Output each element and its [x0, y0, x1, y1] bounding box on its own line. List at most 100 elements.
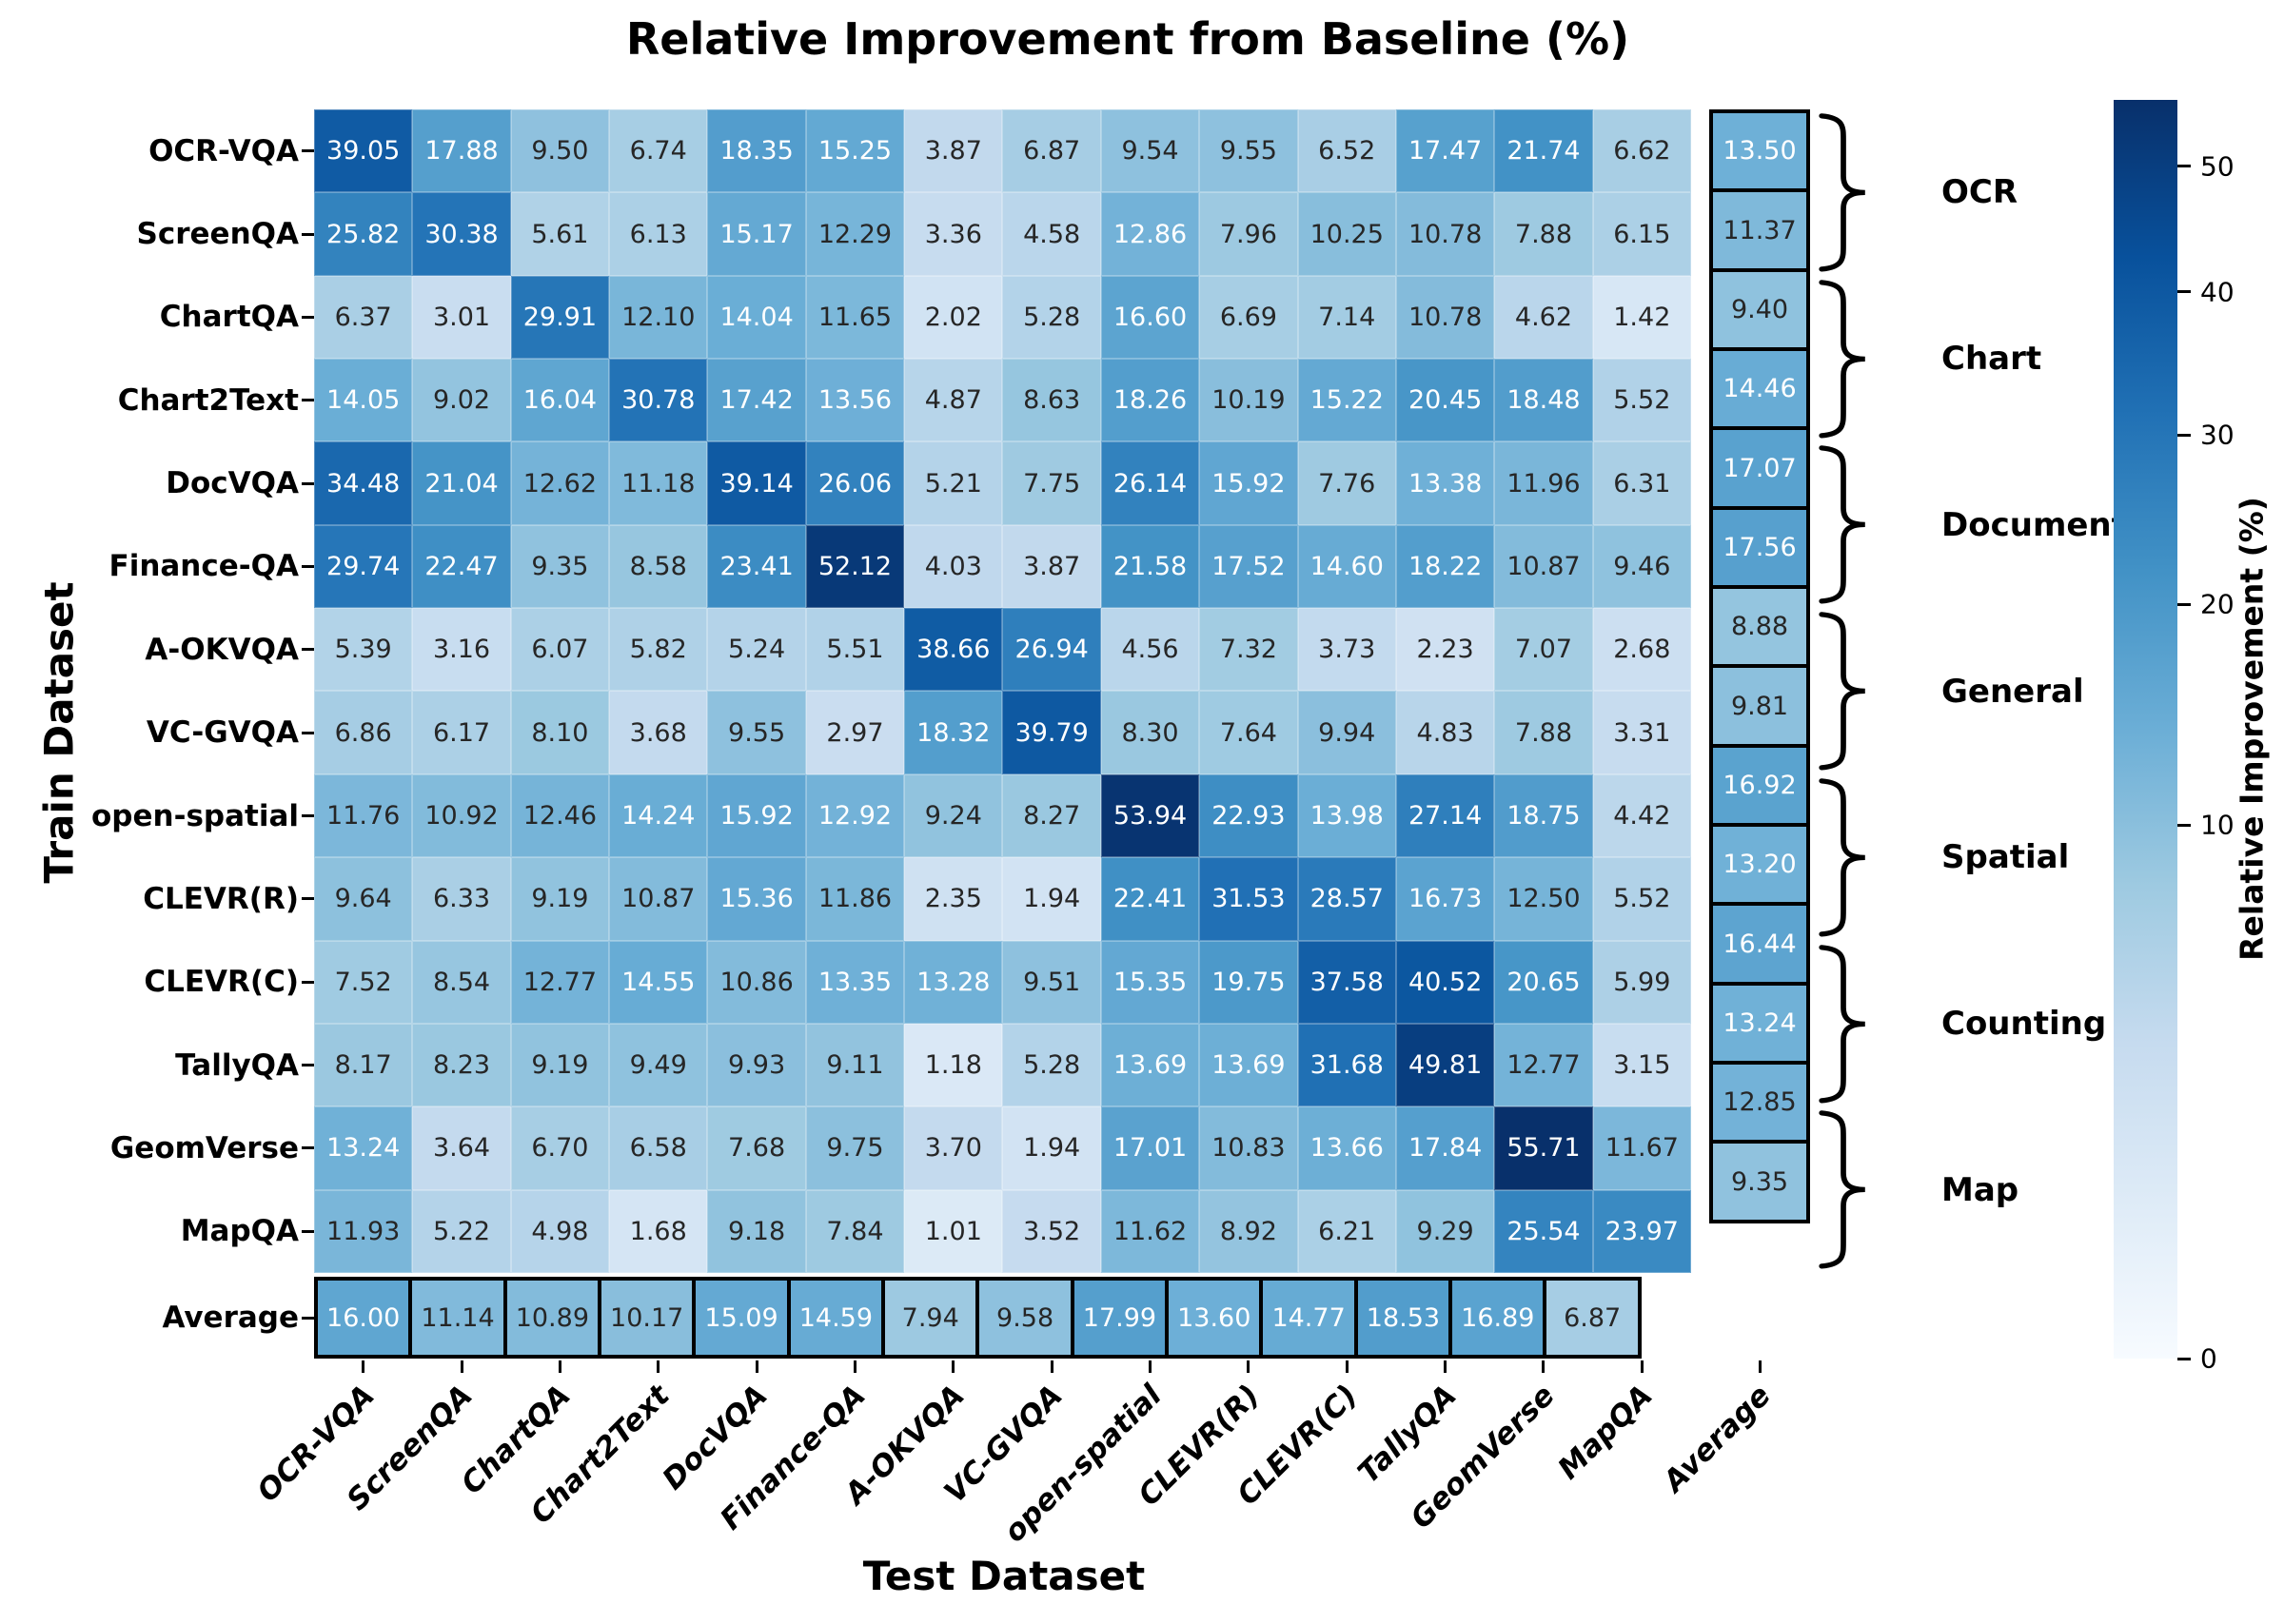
y-tick-mark [302, 564, 314, 568]
y-tick-label: ChartQA [159, 300, 299, 335]
heatmap-cell: 12.50 [1494, 857, 1593, 941]
colorbar-tick-mark [2177, 1357, 2191, 1360]
colorbar-label: Relative Improvement (%) [2233, 497, 2271, 961]
heatmap-cell: 9.75 [805, 1106, 905, 1190]
heatmap-cell: 38.66 [904, 608, 1003, 692]
heatmap-cell: 1.94 [1002, 1106, 1101, 1190]
group-label: OCR [1941, 173, 2018, 212]
heatmap-cell: 9.94 [1297, 691, 1396, 774]
heatmap-cell: 9.02 [412, 359, 511, 442]
y-tick-mark [302, 1064, 314, 1067]
heatmap-cell: 1.94 [1002, 857, 1101, 941]
heatmap-cell: 7.88 [1494, 691, 1593, 774]
average-column-cell: 13.24 [1709, 981, 1810, 1066]
heatmap-cell: 11.62 [1100, 1189, 1200, 1273]
heatmap-cell: 10.25 [1297, 192, 1396, 276]
colorbar-tick-label: 20 [2200, 588, 2235, 620]
heatmap-cell: 6.17 [412, 691, 511, 774]
heatmap-cell: 10.92 [412, 773, 511, 858]
colorbar-tick-label: 40 [2200, 276, 2235, 308]
y-tick-label: open-spatial [91, 798, 299, 833]
x-tick-mark [1247, 1360, 1250, 1373]
average-row-cell: 15.09 [692, 1277, 791, 1359]
heatmap-cell: 3.68 [609, 691, 708, 774]
colorbar-tick-label: 50 [2200, 150, 2235, 183]
heatmap-cell: 4.87 [904, 359, 1003, 442]
heatmap-cell: 7.32 [1199, 608, 1298, 692]
heatmap-cell: 8.63 [1002, 359, 1101, 442]
heatmap-cell: 31.68 [1297, 1023, 1396, 1107]
heatmap-cell: 12.10 [609, 275, 708, 360]
heatmap-cell: 2.97 [805, 691, 905, 774]
heatmap-cell: 11.18 [609, 441, 708, 525]
x-tick-mark [362, 1360, 365, 1373]
heatmap-cell: 7.76 [1297, 441, 1396, 525]
group-brace-icon [1819, 279, 1865, 439]
heatmap-cell: 1.18 [904, 1023, 1003, 1107]
heatmap-cell: 18.32 [904, 691, 1003, 774]
y-tick-label: VC-GVQA [146, 715, 299, 751]
group-label: Counting [1941, 1004, 2107, 1043]
y-tick-label: A-OKVQA [145, 632, 299, 667]
heatmap-cell: 5.99 [1592, 940, 1691, 1024]
heatmap-cell: 7.84 [805, 1189, 905, 1273]
heatmap-cell: 7.07 [1494, 608, 1593, 692]
heatmap-cell: 9.24 [904, 773, 1003, 858]
x-tick-mark [657, 1360, 660, 1373]
average-row-cell: 6.87 [1543, 1277, 1642, 1359]
y-tick-label: OCR-VQA [148, 133, 299, 168]
heatmap-cell: 16.60 [1100, 275, 1200, 360]
average-row-cell: 14.59 [786, 1277, 886, 1359]
heatmap-cell: 2.35 [904, 857, 1003, 941]
heatmap-cell: 10.83 [1199, 1106, 1298, 1190]
heatmap-cell: 9.49 [609, 1023, 708, 1107]
y-tick-label: Average [162, 1301, 299, 1335]
heatmap-cell: 3.70 [904, 1106, 1003, 1190]
x-axis-title: Test Dataset [862, 1553, 1146, 1599]
y-tick-mark [302, 399, 314, 402]
heatmap-cell: 6.33 [412, 857, 511, 941]
heatmap-cell: 39.14 [707, 441, 806, 525]
y-tick-mark [302, 315, 314, 319]
average-column-cell: 13.20 [1709, 823, 1810, 907]
heatmap-cell: 12.92 [805, 773, 905, 858]
heatmap-cell: 5.22 [412, 1189, 511, 1273]
group-brace-icon [1819, 113, 1865, 272]
y-tick-label: Chart2Text [117, 382, 299, 418]
heatmap-cell: 14.60 [1297, 524, 1396, 609]
heatmap-cell: 21.74 [1494, 109, 1593, 193]
heatmap-cell: 9.54 [1100, 109, 1200, 193]
heatmap-cell: 31.53 [1199, 857, 1298, 941]
heatmap-cell: 8.54 [412, 940, 511, 1024]
heatmap-cell: 9.51 [1002, 940, 1101, 1024]
average-row-cell: 18.53 [1353, 1277, 1453, 1359]
heatmap-cell: 4.83 [1395, 691, 1495, 774]
heatmap-cell: 9.19 [510, 857, 610, 941]
heatmap-cell: 9.11 [805, 1023, 905, 1107]
heatmap-cell: 39.79 [1002, 691, 1101, 774]
heatmap-cell: 10.19 [1199, 359, 1298, 442]
heatmap-cell: 23.97 [1592, 1189, 1691, 1273]
colorbar-tick-label: 10 [2200, 809, 2235, 841]
heatmap-cell: 8.10 [510, 691, 610, 774]
heatmap-cell: 8.58 [609, 524, 708, 609]
heatmap-cell: 13.69 [1100, 1023, 1200, 1107]
heatmap-cell: 49.81 [1395, 1023, 1495, 1107]
y-tick-label: ScreenQA [136, 217, 299, 252]
group-label: Chart [1941, 340, 2042, 379]
heatmap-cell: 17.88 [412, 109, 511, 193]
heatmap-cell: 21.58 [1100, 524, 1200, 609]
heatmap-cell: 11.76 [314, 773, 413, 858]
heatmap-cell: 12.29 [805, 192, 905, 276]
heatmap-cell: 10.78 [1395, 275, 1495, 360]
group-brace-icon [1819, 944, 1865, 1104]
x-tick-mark [1542, 1360, 1546, 1373]
heatmap-cell: 1.01 [904, 1189, 1003, 1273]
heatmap-cell: 6.69 [1199, 275, 1298, 360]
y-tick-mark [302, 731, 314, 734]
chart-title: Relative Improvement from Baseline (%) [625, 13, 1630, 65]
heatmap-cell: 8.92 [1199, 1189, 1298, 1273]
average-row-cell: 16.89 [1448, 1277, 1547, 1359]
colorbar-tick-mark [2177, 602, 2191, 606]
heatmap-cell: 17.52 [1199, 524, 1298, 609]
